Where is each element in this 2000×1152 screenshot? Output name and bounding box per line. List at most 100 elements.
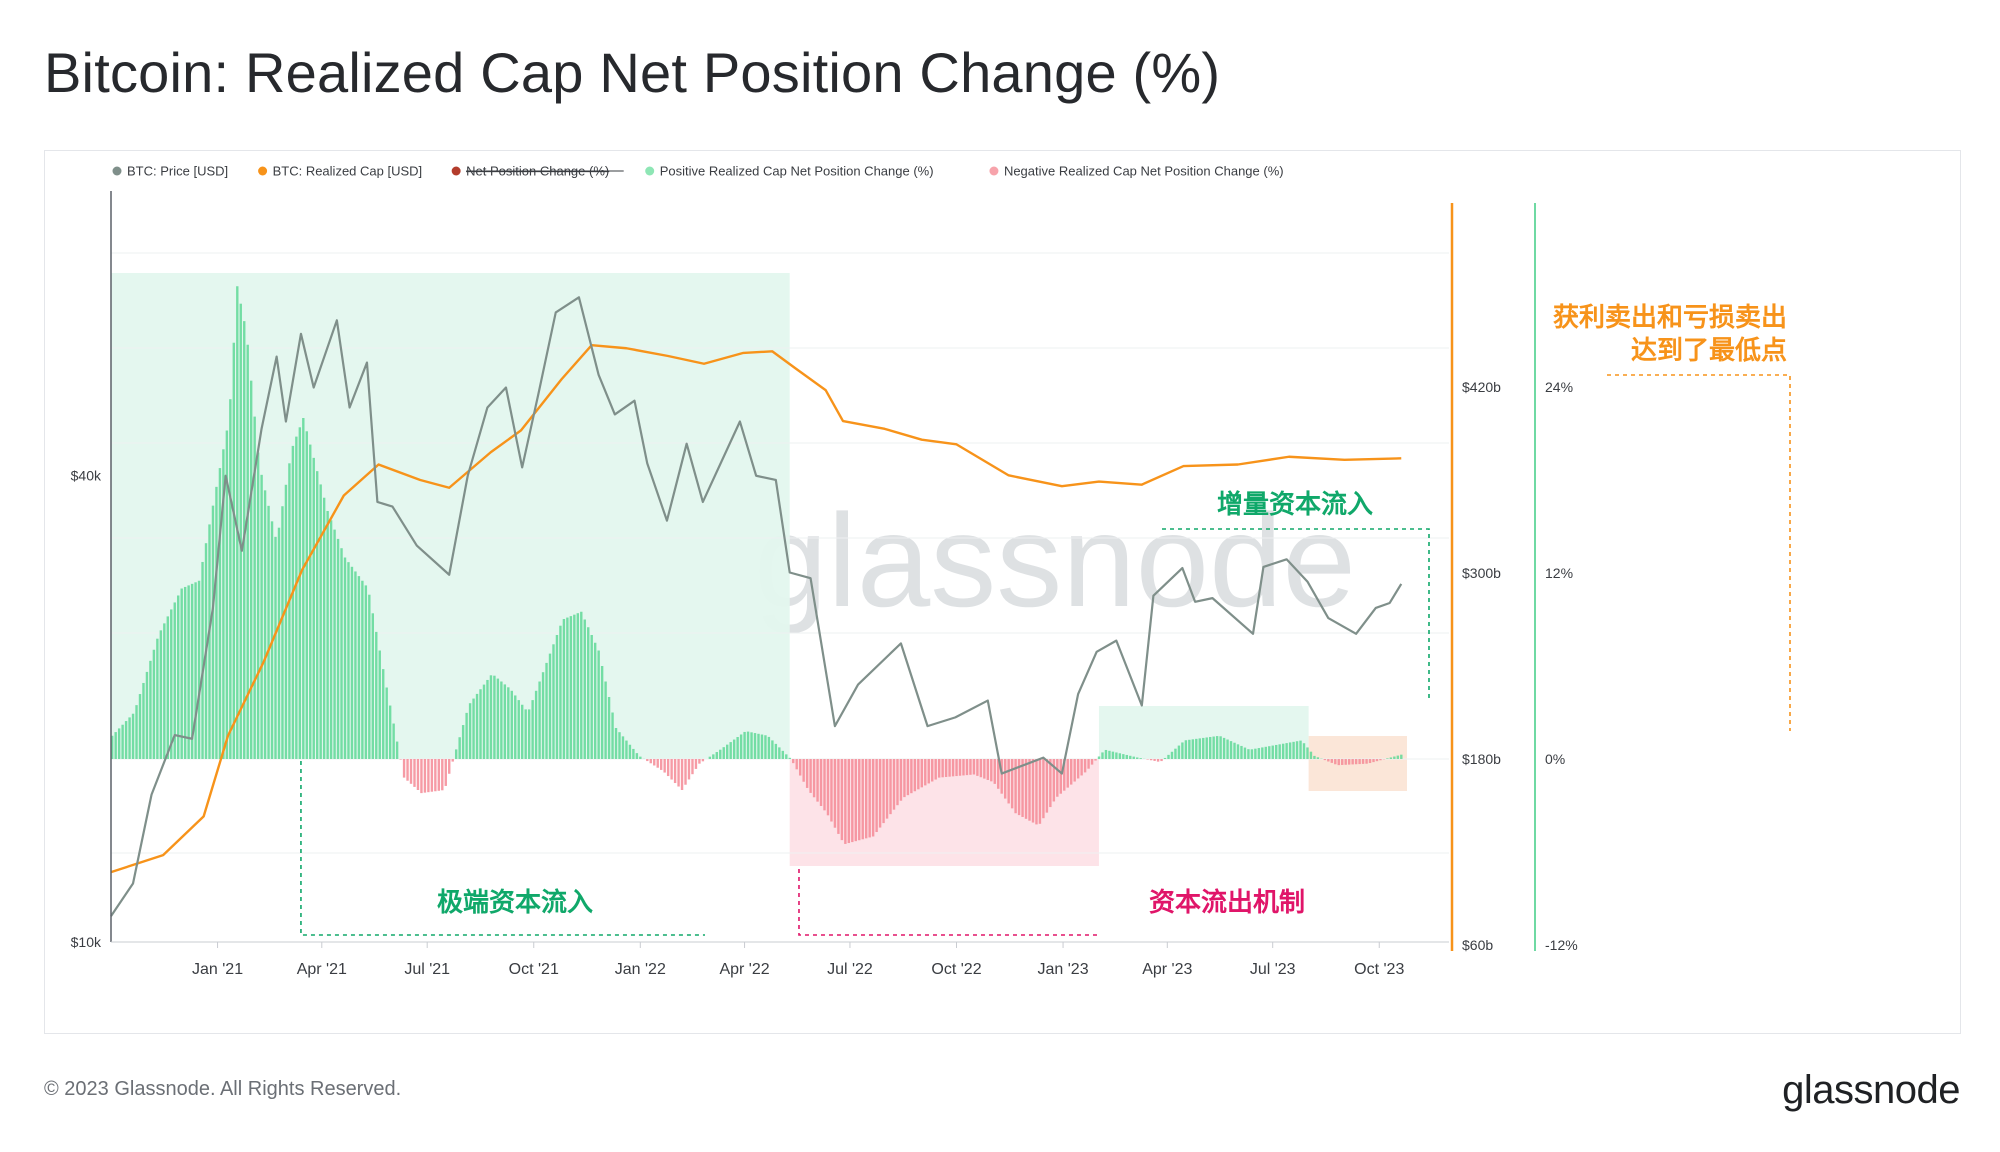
positive-bar-75 <box>371 613 374 759</box>
negative-bar-253 <box>990 759 993 782</box>
negative-bar-161 <box>670 759 673 780</box>
negative-bar-218 <box>868 759 871 838</box>
positive-bar-106 <box>479 689 482 759</box>
x-tick-label-9: Apr '23 <box>1142 961 1192 978</box>
negative-bar-97 <box>448 759 451 774</box>
negative-bar-156 <box>653 759 656 766</box>
positive-bar-114 <box>507 687 510 759</box>
positive-bar-65 <box>336 538 340 759</box>
positive-bar-135 <box>580 611 583 759</box>
positive-bar-74 <box>368 594 371 759</box>
positive-bar-367 <box>1386 758 1389 759</box>
chart-legend[interactable]: BTC: Price [USD] BTC: Realized Cap [USD] N… <box>112 164 1284 179</box>
negative-bar-162 <box>673 759 677 784</box>
positive-bar-329 <box>1254 748 1257 759</box>
positive-bar-177 <box>726 744 729 759</box>
negative-bar-276 <box>1070 759 1073 785</box>
positive-bar-100 <box>458 737 461 759</box>
positive-bar-80 <box>388 705 392 759</box>
negative-bar-206 <box>826 759 830 816</box>
legend-item-2[interactable]: Net Position Change (%) <box>451 164 624 179</box>
negative-bar-227 <box>899 759 903 801</box>
chart-card: BTC: Price [USD] BTC: Realized Cap [USD] N… <box>44 150 1961 1034</box>
negative-bar-241 <box>948 759 951 777</box>
positive-bar-284 <box>1097 756 1101 759</box>
positive-bar-307 <box>1177 745 1181 759</box>
glassnode-logo[interactable]: glassnode <box>1782 1068 1960 1112</box>
positive-bar-308 <box>1181 742 1184 759</box>
positive-bar-137 <box>587 627 590 759</box>
positive-bar-136 <box>583 619 586 759</box>
negative-bar-362 <box>1368 759 1372 764</box>
positive-bar-130 <box>562 619 566 759</box>
left-tick-label-1: $40k <box>71 468 102 484</box>
positive-bar-332 <box>1264 746 1267 759</box>
change-bars <box>111 286 1403 844</box>
negative-bar-225 <box>892 759 896 810</box>
negative-bar-197 <box>795 759 798 770</box>
negative-bar-282 <box>1090 759 1094 765</box>
watermark-text: glassnode <box>754 487 1356 634</box>
negative-bar-269 <box>1045 759 1049 813</box>
positive-bar-48 <box>277 527 281 759</box>
positive-bar-79 <box>385 687 388 759</box>
positive-bar-57 <box>309 444 312 759</box>
positive-bar-187 <box>760 734 764 759</box>
positive-bar-194 <box>785 754 788 759</box>
positive-bar-173 <box>712 754 715 759</box>
positive-bar-370 <box>1396 755 1400 759</box>
negative-bar-271 <box>1052 759 1056 802</box>
x-tick-label-8: Jan '23 <box>1038 961 1089 978</box>
positive-bar-341 <box>1295 741 1299 759</box>
x-tick-label-5: Apr '22 <box>719 961 769 978</box>
negative-bar-258 <box>1007 759 1010 804</box>
positive-bar-127 <box>552 644 555 759</box>
positive-bar-180 <box>736 737 739 759</box>
negative-bar-213 <box>851 759 854 843</box>
positive-bar-324 <box>1236 744 1240 759</box>
change-tick-label-3: 24% <box>1545 379 1573 395</box>
positive-bar-55 <box>302 418 305 759</box>
negative-bar-229 <box>906 759 910 796</box>
positive-bar-125 <box>545 662 548 759</box>
positive-bar-122 <box>534 690 538 759</box>
positive-bar-60 <box>319 484 322 759</box>
negative-bar-88 <box>416 759 420 790</box>
positive-bar-107 <box>482 684 486 759</box>
positive-bar-310 <box>1188 739 1191 759</box>
positive-bar-54 <box>298 427 302 759</box>
x-tick-label-11: Oct '23 <box>1354 961 1404 978</box>
negative-bar-283 <box>1094 759 1097 761</box>
positive-bar-344 <box>1306 747 1309 759</box>
positive-bar-183 <box>746 731 750 759</box>
positive-bar-68 <box>347 562 350 759</box>
negative-bar-352 <box>1334 759 1337 765</box>
legend-item-0[interactable]: BTC: Price [USD] <box>112 164 229 179</box>
axes: $10k $40k $60b $180b $300b $420b -12% 0% 12% 24% J… <box>71 191 1578 978</box>
positive-bar-50 <box>284 484 288 759</box>
negative-bar-275 <box>1066 759 1069 788</box>
positive-bar-37 <box>239 303 242 759</box>
annotations: 极端资本流入 资本流出机制 增量资本流入 获利卖出和亏损卖出 达到了最低点 <box>300 302 1791 936</box>
positive-bar-304 <box>1167 754 1170 759</box>
negative-bar-274 <box>1063 759 1066 791</box>
positive-bar-145 <box>614 728 618 759</box>
negative-bar-165 <box>684 759 687 785</box>
positive-bar-195 <box>788 757 791 759</box>
positive-bar-293 <box>1129 755 1132 759</box>
annotation-lowest-point-line2: 达到了最低点 <box>1631 335 1787 365</box>
positive-bar-70 <box>354 571 357 759</box>
positive-bar-315 <box>1205 737 1208 759</box>
legend-item-3[interactable]: Positive Realized Cap Net Position Chang… <box>645 164 934 179</box>
positive-bar-126 <box>548 653 552 759</box>
positive-bar-190 <box>771 740 774 759</box>
positive-bar-103 <box>468 703 472 759</box>
negative-bar-263 <box>1024 759 1028 819</box>
legend-item-4[interactable]: Negative Realized Cap Net Position Chang… <box>989 164 1284 179</box>
positive-bar-313 <box>1198 738 1201 759</box>
positive-bar-144 <box>611 712 614 759</box>
left-tick-label-0: $10k <box>71 934 102 950</box>
legend-item-1[interactable]: BTC: Realized Cap [USD] <box>258 164 422 179</box>
positive-bar-42 <box>256 452 260 759</box>
positive-bar-294 <box>1132 756 1135 759</box>
